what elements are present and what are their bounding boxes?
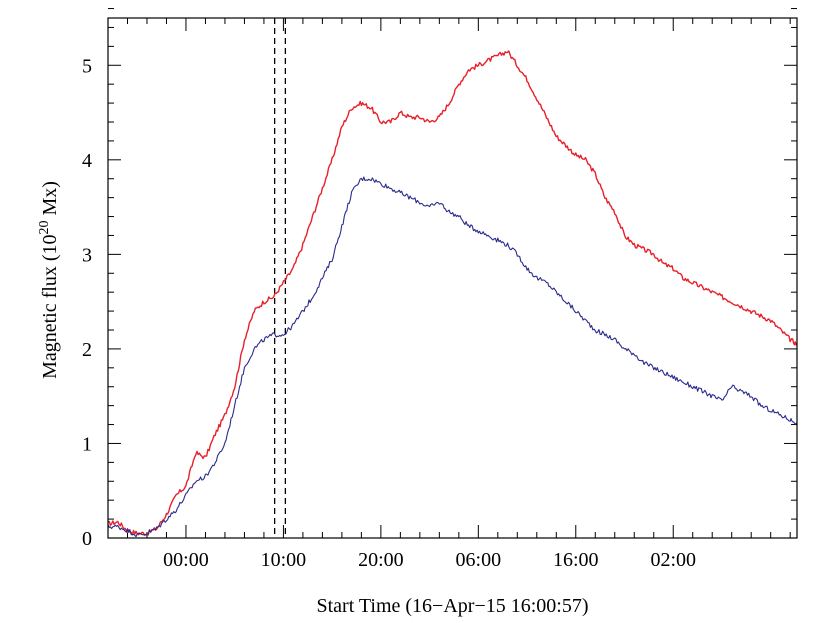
y-axis-title-main: Magnetic flux (10 <box>39 235 61 379</box>
y-tick-label: 4 <box>82 150 92 172</box>
y-tick-label: 5 <box>82 55 92 77</box>
y-axis-title-tail: Mx) <box>39 181 61 220</box>
y-tick-label: 2 <box>82 339 92 361</box>
x-tick-label: 06:00 <box>456 549 502 571</box>
y-tick-label: 3 <box>82 244 92 266</box>
y-axis-title-exponent: 20 <box>37 221 52 235</box>
series-line-red <box>107 50 798 536</box>
x-tick-label: 16:00 <box>553 549 599 571</box>
x-tick-label: 00:00 <box>163 549 209 571</box>
x-axis-title: Start Time (16−Apr−15 16:00:57) <box>316 595 588 617</box>
x-tick-label: 10:00 <box>261 549 307 571</box>
tick-labels: 00:00 10:00 20:00 06:00 16:00 02:00 0 1 2 3 4 5 <box>82 55 696 571</box>
x-tick-label: 20:00 <box>358 549 404 571</box>
series-lines <box>107 50 798 538</box>
x-tick-label: 02:00 <box>650 549 696 571</box>
y-tick-label: 1 <box>82 433 92 455</box>
tick-marks <box>107 8 797 539</box>
plot-frame <box>107 17 798 539</box>
series-line-blue <box>107 176 798 538</box>
y-axis-title: Magnetic flux (1020 Mx) <box>37 181 61 379</box>
y-tick-label: 0 <box>82 528 92 550</box>
reference-lines <box>273 18 287 538</box>
